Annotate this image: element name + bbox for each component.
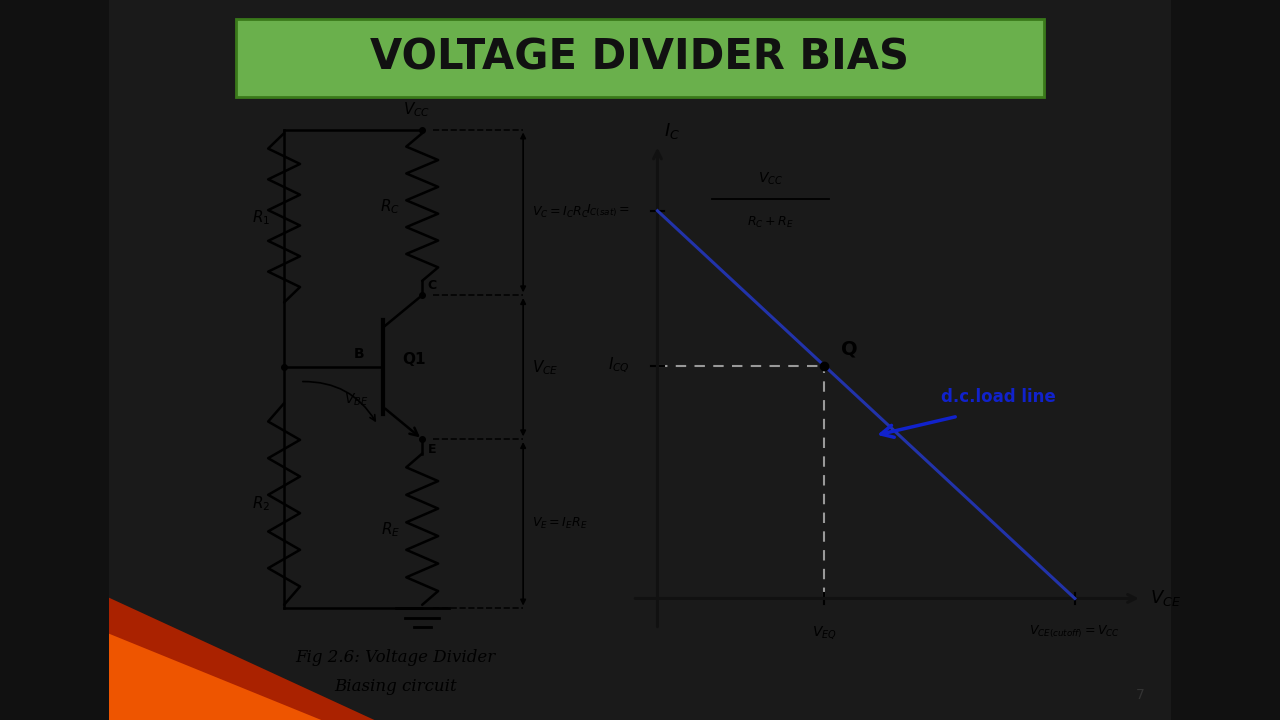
Text: $V_{CE}$: $V_{CE}$ [531, 358, 558, 377]
Text: Q: Q [841, 339, 858, 358]
Text: $V_{CC}$: $V_{CC}$ [403, 100, 430, 119]
Text: Biasing circuit: Biasing circuit [334, 678, 457, 695]
Text: Q1: Q1 [402, 353, 425, 367]
Polygon shape [109, 634, 321, 720]
Text: $V_{BE}$: $V_{BE}$ [344, 392, 369, 408]
Text: $I_C$: $I_C$ [664, 121, 680, 141]
Text: $R_E$: $R_E$ [380, 520, 399, 539]
FancyBboxPatch shape [237, 19, 1043, 97]
Text: 7: 7 [1135, 688, 1144, 702]
Text: C: C [428, 279, 436, 292]
Text: $V_E = I_E R_E$: $V_E = I_E R_E$ [531, 516, 588, 531]
Text: $V_{CC}$: $V_{CC}$ [758, 171, 782, 187]
Text: E: E [428, 443, 436, 456]
Text: B: B [355, 347, 365, 361]
Text: $I_{CQ}$: $I_{CQ}$ [608, 356, 630, 375]
Text: $V_{CE(cutoff)} = V_{CC}$: $V_{CE(cutoff)} = V_{CC}$ [1029, 624, 1120, 640]
Text: Fig 2.6: Voltage Divider: Fig 2.6: Voltage Divider [296, 649, 495, 666]
Text: $V_C = I_C R_C$: $V_C = I_C R_C$ [531, 205, 589, 220]
Polygon shape [109, 598, 375, 720]
Text: $R_2$: $R_2$ [252, 495, 270, 513]
Text: $R_C + R_E$: $R_C + R_E$ [746, 215, 794, 230]
Text: $R_C$: $R_C$ [380, 198, 401, 216]
Text: $R_1$: $R_1$ [252, 209, 270, 227]
Text: $V_{CE}$: $V_{CE}$ [1149, 588, 1181, 608]
Text: $V_{EQ}$: $V_{EQ}$ [812, 624, 837, 641]
Text: d.c.load line: d.c.load line [941, 388, 1056, 406]
Text: $I_{C(sat)}=$: $I_{C(sat)}=$ [586, 202, 630, 219]
Text: VOLTAGE DIVIDER BIAS: VOLTAGE DIVIDER BIAS [370, 37, 910, 78]
